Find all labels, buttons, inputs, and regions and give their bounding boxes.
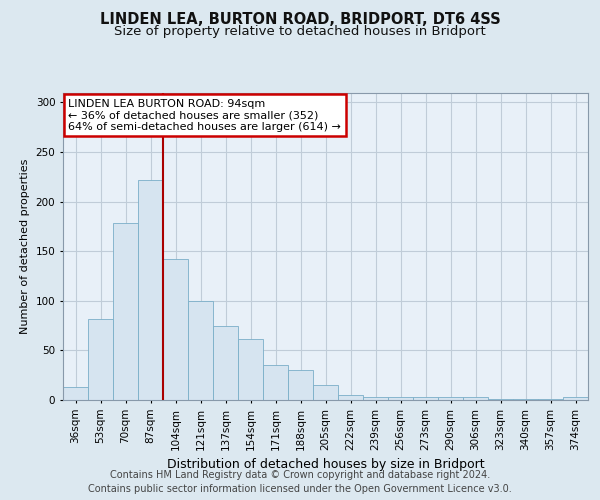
Bar: [263, 366, 288, 400]
Bar: [113, 224, 138, 400]
Bar: [213, 326, 238, 400]
Bar: [388, 397, 413, 400]
Bar: [338, 395, 363, 400]
Bar: [463, 397, 488, 400]
Bar: [538, 399, 563, 400]
Bar: [438, 397, 463, 400]
Bar: [63, 387, 88, 400]
Bar: [288, 370, 313, 400]
X-axis label: Distribution of detached houses by size in Bridport: Distribution of detached houses by size …: [167, 458, 484, 471]
Bar: [363, 397, 388, 400]
Bar: [313, 385, 338, 400]
Text: Contains public sector information licensed under the Open Government Licence v3: Contains public sector information licen…: [88, 484, 512, 494]
Bar: [413, 397, 438, 400]
Bar: [563, 397, 588, 400]
Bar: [488, 399, 513, 400]
Bar: [138, 180, 163, 400]
Bar: [88, 318, 113, 400]
Bar: [188, 301, 213, 400]
Text: Contains HM Land Registry data © Crown copyright and database right 2024.: Contains HM Land Registry data © Crown c…: [110, 470, 490, 480]
Text: Size of property relative to detached houses in Bridport: Size of property relative to detached ho…: [114, 25, 486, 38]
Bar: [513, 399, 538, 400]
Text: LINDEN LEA BURTON ROAD: 94sqm
← 36% of detached houses are smaller (352)
64% of : LINDEN LEA BURTON ROAD: 94sqm ← 36% of d…: [68, 98, 341, 132]
Text: LINDEN LEA, BURTON ROAD, BRIDPORT, DT6 4SS: LINDEN LEA, BURTON ROAD, BRIDPORT, DT6 4…: [100, 12, 500, 28]
Bar: [238, 338, 263, 400]
Y-axis label: Number of detached properties: Number of detached properties: [20, 158, 30, 334]
Bar: [163, 259, 188, 400]
